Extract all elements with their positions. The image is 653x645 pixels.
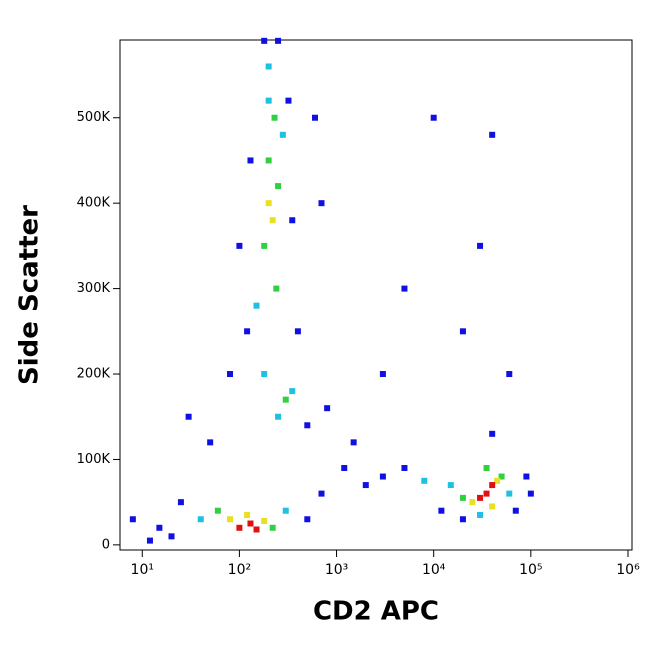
x-tick-label: 10¹ bbox=[131, 562, 154, 578]
point bbox=[197, 516, 204, 523]
point bbox=[506, 490, 513, 497]
point bbox=[207, 439, 214, 446]
point bbox=[265, 200, 272, 207]
y-tick-label: 200K bbox=[77, 367, 111, 382]
point bbox=[311, 114, 318, 121]
point bbox=[477, 511, 484, 518]
point bbox=[282, 396, 289, 403]
point bbox=[236, 242, 243, 249]
point bbox=[523, 473, 530, 480]
y-tick-label: 100K bbox=[77, 452, 111, 467]
point bbox=[177, 499, 184, 506]
point bbox=[247, 520, 254, 527]
y-axis-label: Side Scatter bbox=[15, 205, 45, 385]
point bbox=[129, 516, 136, 523]
point bbox=[318, 490, 325, 497]
point bbox=[447, 482, 454, 489]
point bbox=[489, 131, 496, 138]
point bbox=[379, 371, 386, 378]
point bbox=[477, 494, 484, 501]
y-tick-label: 0 bbox=[102, 537, 110, 552]
point bbox=[226, 371, 233, 378]
point bbox=[146, 537, 153, 544]
x-tick-label: 10⁶ bbox=[616, 562, 640, 578]
point bbox=[261, 371, 268, 378]
point bbox=[247, 157, 254, 164]
point bbox=[253, 526, 260, 533]
x-axis-label: CD2 APC bbox=[313, 597, 439, 627]
x-tick-label: 10² bbox=[228, 562, 251, 578]
x-tick-label: 10⁵ bbox=[519, 562, 542, 578]
point bbox=[430, 114, 437, 121]
y-tick-label: 500K bbox=[77, 110, 111, 125]
point bbox=[244, 328, 251, 335]
point bbox=[261, 242, 268, 249]
point bbox=[269, 217, 276, 224]
point bbox=[253, 302, 260, 309]
point bbox=[324, 405, 331, 412]
point bbox=[421, 477, 428, 484]
point bbox=[226, 516, 233, 523]
y-tick-label: 300K bbox=[77, 281, 111, 296]
point bbox=[271, 114, 278, 121]
point bbox=[401, 464, 408, 471]
point bbox=[459, 494, 466, 501]
point bbox=[282, 507, 289, 514]
point bbox=[285, 97, 292, 104]
point bbox=[483, 490, 490, 497]
point bbox=[289, 388, 296, 395]
point bbox=[294, 328, 301, 335]
point bbox=[506, 371, 513, 378]
point bbox=[512, 507, 519, 514]
y-tick-label: 400K bbox=[77, 196, 111, 211]
point bbox=[275, 413, 282, 420]
point bbox=[275, 183, 282, 190]
point bbox=[168, 533, 175, 540]
point bbox=[265, 97, 272, 104]
point bbox=[304, 422, 311, 429]
point bbox=[459, 516, 466, 523]
point bbox=[341, 464, 348, 471]
point bbox=[318, 200, 325, 207]
point bbox=[156, 524, 163, 531]
point bbox=[244, 511, 251, 518]
point bbox=[265, 157, 272, 164]
point bbox=[489, 482, 496, 489]
point bbox=[214, 507, 221, 514]
point bbox=[401, 285, 408, 292]
point bbox=[362, 482, 369, 489]
point bbox=[261, 37, 268, 44]
point bbox=[261, 517, 268, 524]
point bbox=[304, 516, 311, 523]
point bbox=[477, 242, 484, 249]
point bbox=[459, 328, 466, 335]
point bbox=[498, 473, 505, 480]
point bbox=[269, 524, 276, 531]
point bbox=[438, 507, 445, 514]
point bbox=[273, 285, 280, 292]
point bbox=[379, 473, 386, 480]
point bbox=[185, 413, 192, 420]
point bbox=[279, 131, 286, 138]
x-tick-label: 10⁴ bbox=[422, 562, 446, 578]
plot-frame bbox=[119, 39, 633, 551]
point bbox=[527, 490, 534, 497]
point bbox=[494, 477, 501, 484]
point bbox=[350, 439, 357, 446]
point bbox=[469, 499, 476, 506]
x-tick-label: 10³ bbox=[325, 562, 348, 578]
point bbox=[275, 37, 282, 44]
point bbox=[489, 503, 496, 510]
point bbox=[289, 217, 296, 224]
point bbox=[236, 524, 243, 531]
point bbox=[489, 430, 496, 437]
point bbox=[265, 63, 272, 70]
point bbox=[483, 464, 490, 471]
